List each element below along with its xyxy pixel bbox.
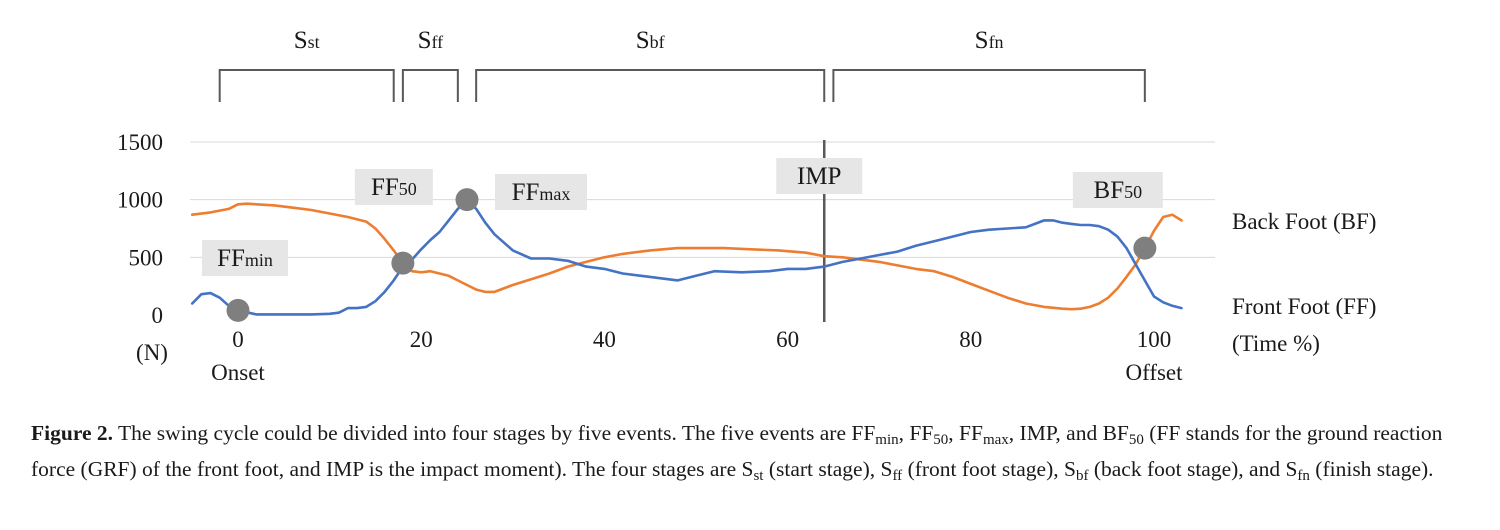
caption-sub: bf bbox=[1075, 468, 1089, 484]
y-unit-label: (N) bbox=[136, 340, 168, 365]
stage-bracket bbox=[401, 69, 459, 102]
event-label-box bbox=[1072, 172, 1163, 208]
stage-label: Sbf bbox=[636, 27, 665, 54]
event-label: FF50 bbox=[371, 174, 417, 201]
caption-text: (start stage), S bbox=[763, 457, 893, 481]
event-marker bbox=[1133, 236, 1157, 260]
stage-bracket bbox=[475, 69, 826, 102]
event-label: FFmin bbox=[217, 245, 273, 272]
x-tick-label: 40 bbox=[593, 327, 616, 352]
event-marker bbox=[391, 251, 415, 275]
caption-text: (FF stands for the ground reaction force… bbox=[31, 421, 1443, 481]
stage-bracket bbox=[832, 69, 1146, 102]
event-marker bbox=[226, 298, 250, 322]
x-unit-label: (Time %) bbox=[1232, 331, 1320, 356]
caption-sub: 50 bbox=[933, 432, 949, 448]
caption-text: The swing cycle could be divided into fo… bbox=[113, 421, 876, 445]
y-tick-label: 1000 bbox=[117, 188, 163, 213]
stage-label: Sst bbox=[294, 27, 320, 54]
event-label: IMP bbox=[797, 163, 841, 190]
caption-text: , FF bbox=[948, 421, 983, 445]
event-markers: FFmin FF50 FFmax IMP BF50 bbox=[202, 158, 1163, 322]
caption-text: (finish stage). bbox=[1309, 457, 1434, 481]
gridlines bbox=[190, 140, 1215, 322]
figure-caption: Figure 2. The swing cycle could be divid… bbox=[31, 415, 1483, 487]
event-label: FFmax bbox=[512, 179, 571, 206]
caption-text: , IMP, and BF bbox=[1008, 421, 1129, 445]
swing-cycle-chart: FFmin FF50 FFmax IMP BF50 0 500 1000 1500 (N) 0 On… bbox=[117, 27, 1376, 385]
caption-sub: min bbox=[875, 432, 899, 448]
event-marker bbox=[455, 188, 479, 212]
caption-sub: st bbox=[753, 468, 764, 484]
series-label: Back Foot (BF) bbox=[1232, 209, 1376, 234]
y-tick-label: 1500 bbox=[117, 130, 163, 155]
x-tick-sublabel: Offset bbox=[1125, 360, 1183, 385]
event-label-box bbox=[495, 174, 587, 210]
event-label: BF50 bbox=[1094, 177, 1143, 204]
x-tick-sublabel: Onset bbox=[211, 360, 265, 385]
caption-text: (front foot stage), S bbox=[902, 457, 1076, 481]
stage-label: Sfn bbox=[975, 27, 1004, 54]
event-label-box bbox=[776, 158, 863, 194]
stage-brackets bbox=[218, 69, 1146, 102]
caption-text: , FF bbox=[898, 421, 934, 445]
caption-sub: ff bbox=[892, 468, 903, 484]
stage-label: Sff bbox=[418, 27, 444, 54]
caption-sub: 50 bbox=[1128, 432, 1144, 448]
event-label-box bbox=[202, 240, 288, 276]
x-tick-label: 100 bbox=[1137, 327, 1172, 352]
x-tick-label: 20 bbox=[410, 327, 433, 352]
caption-sub: max bbox=[982, 432, 1009, 448]
stage-bracket bbox=[218, 69, 395, 102]
y-tick-label: 500 bbox=[129, 245, 164, 270]
series-label: Front Foot (FF) bbox=[1232, 294, 1376, 319]
x-tick-label: 80 bbox=[959, 327, 982, 352]
caption-text: (back foot stage), and S bbox=[1088, 457, 1298, 481]
caption-sub: fn bbox=[1297, 468, 1310, 484]
chart-labels: 0 500 1000 1500 (N) 0 Onset 20 40 60 80 100 Offset (T… bbox=[117, 27, 1376, 385]
y-tick-label: 0 bbox=[152, 303, 164, 328]
x-tick-label: 60 bbox=[776, 327, 799, 352]
caption-label: Figure 2. bbox=[31, 421, 114, 445]
series-lines bbox=[190, 198, 1183, 316]
series-line bbox=[190, 198, 1183, 316]
x-tick-label: 0 bbox=[232, 327, 244, 352]
series-line bbox=[190, 202, 1183, 311]
event-label-box bbox=[354, 169, 433, 205]
